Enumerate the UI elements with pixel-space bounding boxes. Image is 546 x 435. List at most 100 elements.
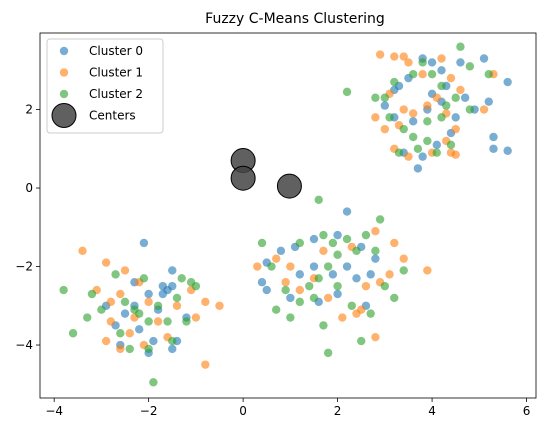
data-point-cluster-1	[338, 313, 347, 322]
data-point-cluster-0	[295, 270, 305, 279]
legend-label: Centers	[89, 109, 136, 123]
data-point-cluster-2	[323, 262, 333, 271]
data-point-cluster-2	[97, 305, 106, 314]
data-point-cluster-0	[371, 254, 380, 263]
data-point-cluster-2	[352, 246, 361, 256]
data-point-cluster-2	[111, 270, 120, 279]
x-tick-label: −2	[140, 404, 158, 418]
data-point-cluster-1	[423, 266, 432, 275]
data-point-cluster-1	[390, 238, 399, 248]
data-point-cluster-2	[465, 62, 475, 71]
data-point-cluster-1	[201, 360, 210, 369]
data-point-cluster-1	[380, 124, 390, 134]
data-point-cluster-1	[295, 285, 305, 295]
data-point-cluster-1	[120, 266, 130, 275]
data-point-cluster-2	[399, 124, 408, 134]
data-point-cluster-2	[371, 246, 380, 256]
data-point-cluster-1	[375, 50, 385, 59]
data-point-cluster-1	[404, 58, 413, 67]
data-point-cluster-2	[309, 293, 319, 303]
data-point-cluster-0	[432, 140, 441, 150]
legend-marker	[59, 46, 69, 56]
axis-ticks: −4 −2 0 2 4 6 −4 −2 0 2	[15, 103, 530, 418]
data-point-cluster-2	[437, 81, 446, 91]
data-point-cluster-2	[135, 309, 144, 318]
data-point-cluster-1	[361, 281, 371, 291]
data-point-cluster-1	[385, 270, 394, 279]
data-point-cluster-2	[413, 144, 423, 153]
data-point-cluster-2	[465, 105, 475, 114]
data-point-cluster-2	[423, 136, 432, 146]
data-point-cluster-2	[257, 238, 267, 248]
data-point-cluster-2	[177, 274, 186, 283]
data-point-cluster-0	[144, 289, 153, 299]
data-point-cluster-2	[328, 238, 338, 248]
data-point-cluster-0	[286, 293, 295, 303]
data-point-cluster-0	[366, 270, 375, 279]
data-point-cluster-1	[78, 246, 87, 256]
data-point-cluster-2	[87, 289, 97, 299]
data-point-cluster-0	[352, 274, 361, 283]
data-point-cluster-0	[168, 266, 177, 275]
legend-label: Cluster 0	[89, 44, 143, 58]
data-point-cluster-2	[423, 117, 432, 126]
data-point-cluster-0	[503, 77, 512, 87]
data-point-cluster-1	[399, 105, 408, 114]
x-tick-label: 6	[523, 404, 531, 418]
x-tick-label: 0	[239, 404, 247, 418]
data-point-cluster-2	[149, 378, 158, 387]
data-point-cluster-0	[333, 289, 342, 299]
data-point-cluster-0	[484, 97, 493, 106]
data-point-cluster-2	[153, 301, 163, 310]
data-point-cluster-0	[503, 146, 512, 155]
y-tick-label: 0	[25, 181, 33, 195]
data-point-cluster-0	[489, 144, 498, 153]
data-point-cluster-0	[380, 101, 390, 110]
data-point-cluster-1	[116, 289, 125, 299]
data-point-cluster-2	[366, 309, 375, 318]
legend: Cluster 0 Cluster 1 Cluster 2 Centers	[46, 38, 164, 134]
data-point-cluster-2	[83, 313, 92, 322]
data-point-cluster-2	[172, 293, 182, 303]
data-point-cluster-2	[333, 281, 342, 291]
data-point-cluster-0	[489, 132, 498, 142]
data-point-cluster-0	[158, 281, 168, 291]
data-point-cluster-2	[271, 305, 281, 314]
axes-frame	[39, 32, 537, 399]
data-point-cluster-0	[309, 234, 319, 244]
data-point-cluster-0	[120, 309, 130, 318]
data-point-cluster-1	[408, 109, 418, 118]
data-point-cluster-2	[451, 93, 460, 102]
data-point-cluster-1	[446, 73, 456, 83]
data-point-cluster-0	[262, 285, 271, 295]
data-point-cluster-2	[68, 329, 78, 338]
data-point-cluster-1	[451, 124, 460, 134]
data-point-cluster-2	[120, 297, 130, 307]
data-point-cluster-1	[172, 301, 182, 310]
data-point-cluster-0	[139, 238, 149, 248]
data-point-cluster-1	[390, 52, 399, 61]
legend-marker	[59, 68, 69, 77]
legend-marker	[51, 103, 77, 128]
data-point-cluster-2	[342, 234, 352, 244]
data-point-cluster-0	[427, 58, 437, 67]
data-point-cluster-1	[399, 52, 408, 61]
legend-label: Cluster 2	[89, 87, 143, 101]
data-point-cluster-0	[257, 278, 267, 287]
data-point-cluster-0	[158, 289, 168, 299]
x-tick-label: 4	[428, 404, 436, 418]
data-point-cluster-2	[484, 70, 493, 79]
data-point-cluster-1	[456, 85, 465, 95]
plot-area	[59, 42, 512, 387]
data-point-cluster-0	[333, 230, 342, 240]
x-tick-label: −4	[45, 404, 63, 418]
data-point-cluster-1	[371, 332, 380, 342]
data-point-cluster-0	[135, 325, 144, 334]
legend-label: Cluster 1	[89, 66, 143, 80]
data-point-cluster-2	[375, 215, 385, 224]
y-tick-label: 2	[25, 103, 33, 117]
data-point-cluster-2	[442, 101, 451, 110]
data-point-cluster-2	[333, 250, 342, 259]
data-point-cluster-1	[153, 317, 163, 326]
data-point-cluster-1	[116, 344, 125, 354]
